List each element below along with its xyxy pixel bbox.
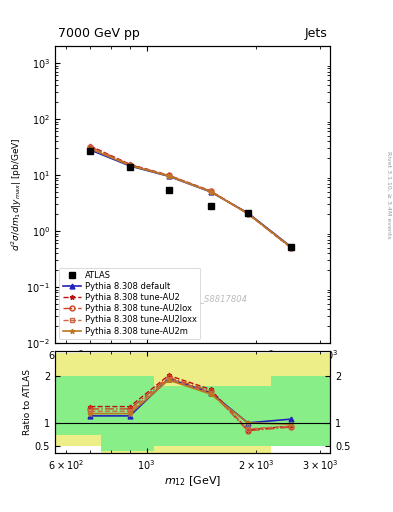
Pythia 8.308 tune-AU2 — [166, 172, 171, 178]
Line: Pythia 8.308 tune-AU2lox: Pythia 8.308 tune-AU2lox — [88, 144, 294, 250]
ATLAS — [208, 203, 213, 209]
Pythia 8.308 tune-AU2 — [208, 188, 213, 194]
Pythia 8.308 tune-AU2m — [208, 188, 213, 195]
Pythia 8.308 tune-AU2loxx — [246, 210, 250, 217]
ATLAS — [88, 148, 93, 154]
Legend: ATLAS, Pythia 8.308 default, Pythia 8.308 tune-AU2, Pythia 8.308 tune-AU2lox, Py: ATLAS, Pythia 8.308 default, Pythia 8.30… — [59, 268, 200, 339]
Y-axis label: Ratio to ATLAS: Ratio to ATLAS — [23, 369, 32, 435]
Pythia 8.308 default — [88, 147, 93, 153]
Pythia 8.308 default — [128, 163, 132, 169]
Pythia 8.308 default — [246, 210, 250, 216]
Pythia 8.308 tune-AU2m — [166, 173, 171, 179]
Pythia 8.308 tune-AU2 — [289, 245, 294, 251]
Text: ATLAS_2010_S8817804: ATLAS_2010_S8817804 — [149, 294, 248, 303]
Pythia 8.308 tune-AU2m — [128, 162, 132, 168]
Pythia 8.308 tune-AU2lox — [246, 211, 250, 217]
ATLAS — [289, 244, 294, 250]
Line: ATLAS: ATLAS — [87, 147, 295, 250]
Pythia 8.308 tune-AU2m — [246, 210, 250, 217]
ATLAS — [128, 164, 132, 170]
Pythia 8.308 default — [208, 189, 213, 195]
Pythia 8.308 tune-AU2lox — [128, 162, 132, 168]
Pythia 8.308 tune-AU2loxx — [208, 188, 213, 195]
Line: Pythia 8.308 default: Pythia 8.308 default — [88, 147, 294, 249]
Pythia 8.308 tune-AU2 — [128, 161, 132, 167]
Pythia 8.308 tune-AU2 — [88, 143, 93, 149]
Pythia 8.308 tune-AU2loxx — [88, 144, 93, 151]
Line: Pythia 8.308 tune-AU2: Pythia 8.308 tune-AU2 — [88, 143, 294, 250]
Pythia 8.308 tune-AU2lox — [208, 188, 213, 194]
Pythia 8.308 tune-AU2m — [88, 145, 93, 152]
X-axis label: $m_{12}$ [GeV]: $m_{12}$ [GeV] — [164, 475, 221, 488]
ATLAS — [166, 186, 171, 193]
Pythia 8.308 default — [166, 173, 171, 179]
ATLAS — [246, 210, 250, 216]
Text: Rivet 3.1.10, ≥ 3.4M events: Rivet 3.1.10, ≥ 3.4M events — [386, 151, 391, 239]
Pythia 8.308 tune-AU2loxx — [166, 173, 171, 179]
Pythia 8.308 tune-AU2loxx — [128, 162, 132, 168]
Pythia 8.308 tune-AU2lox — [166, 173, 171, 179]
Line: Pythia 8.308 tune-AU2loxx: Pythia 8.308 tune-AU2loxx — [88, 145, 294, 250]
Text: 7000 GeV pp: 7000 GeV pp — [58, 27, 140, 40]
Pythia 8.308 tune-AU2loxx — [289, 245, 294, 251]
Pythia 8.308 tune-AU2 — [246, 210, 250, 217]
Pythia 8.308 tune-AU2m — [289, 244, 294, 250]
Pythia 8.308 tune-AU2lox — [88, 143, 93, 150]
Text: Jets: Jets — [305, 27, 327, 40]
Y-axis label: $d^2\sigma/dm_1 d|y_{max}|$ [pb/GeV]: $d^2\sigma/dm_1 d|y_{max}|$ [pb/GeV] — [9, 138, 24, 251]
Line: Pythia 8.308 tune-AU2m: Pythia 8.308 tune-AU2m — [88, 146, 294, 250]
Pythia 8.308 tune-AU2lox — [289, 245, 294, 251]
Pythia 8.308 default — [289, 244, 294, 250]
